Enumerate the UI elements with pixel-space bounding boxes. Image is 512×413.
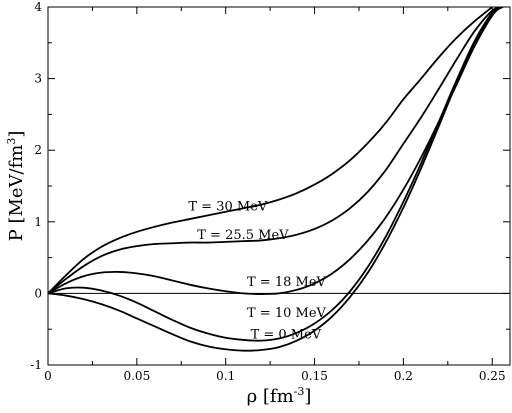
x-tick-label-1: 0.05: [123, 369, 150, 383]
y-tick-label-2: 1: [34, 215, 42, 229]
y-tick-label-3: 2: [34, 143, 42, 157]
series-line-0: [48, 7, 493, 295]
y-axis-unit-exponent: 3: [5, 138, 18, 145]
series-label-2: T = 18 MeV: [247, 275, 327, 290]
series-line-1: [48, 7, 502, 295]
x-tick-label-0: 0: [44, 369, 52, 383]
x-tick-label-3: 0.15: [301, 369, 328, 383]
y-tick-label-1: 0: [34, 286, 42, 300]
x-axis-unit-exponent: -3: [294, 385, 305, 398]
series-line-3: [48, 7, 502, 342]
series-label-4: T = 0 MeV: [251, 328, 322, 343]
series-label-0: T = 30 MeV: [188, 199, 268, 214]
y-tick-label-4: 3: [34, 72, 42, 86]
series-label-3: T = 10 MeV: [247, 306, 327, 321]
x-tick-label-2: 0.1: [216, 369, 235, 383]
y-tick-label-5: 4: [34, 0, 42, 14]
series-label-1: T = 25.5 MeV: [197, 228, 289, 243]
y-tick-label-0: -1: [30, 358, 42, 372]
y-axis-title: P [MeV/fm3]: [5, 131, 27, 242]
x-tick-label-5: 0.25: [479, 369, 506, 383]
x-tick-label-4: 0.2: [394, 369, 413, 383]
x-axis-title: ρ [fm-3]: [247, 385, 312, 407]
series-line-4: [48, 7, 504, 352]
